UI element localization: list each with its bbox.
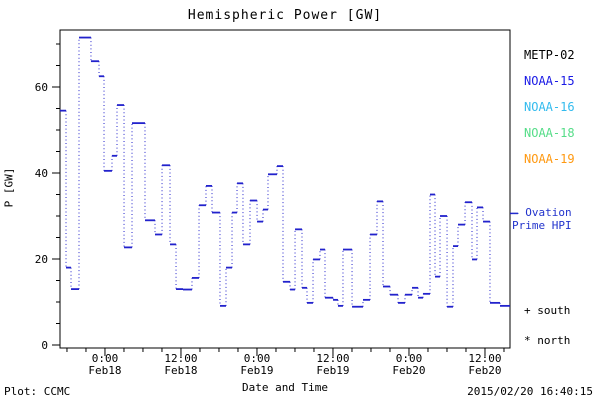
plus-marker-icon: + bbox=[524, 304, 531, 317]
legend-item-metp02: METP-02 bbox=[524, 48, 575, 62]
x-tick-date-label: Feb19 bbox=[316, 364, 349, 377]
x-tick-time-label: 0:00 bbox=[92, 352, 119, 365]
x-tick-date-label: Feb20 bbox=[392, 364, 425, 377]
asterisk-marker-icon: * bbox=[524, 334, 531, 347]
legend-item-noaa16: NOAA-16 bbox=[524, 100, 575, 114]
y-tick-label: 60 bbox=[35, 81, 48, 94]
y-tick-label: 20 bbox=[35, 253, 48, 266]
legend-item-ovation: – Ovation Prime HPI bbox=[512, 206, 592, 232]
legend-north-label: north bbox=[537, 334, 571, 347]
legend-item-noaa18: NOAA-18 bbox=[524, 126, 575, 140]
legend-item-noaa15: NOAA-15 bbox=[524, 74, 575, 88]
x-tick-date-label: Feb19 bbox=[240, 364, 273, 377]
x-tick-time-label: 0:00 bbox=[244, 352, 271, 365]
satellite-legend: METP-02 NOAA-15 NOAA-16 NOAA-18 NOAA-19 bbox=[524, 42, 575, 172]
page-title: Hemispheric Power [GW] bbox=[187, 8, 383, 23]
x-tick-time-label: 12:00 bbox=[316, 352, 349, 365]
plot-timestamp: 2015/02/20 16:40:15 bbox=[467, 385, 593, 398]
x-tick-date-label: Feb18 bbox=[164, 364, 197, 377]
x-tick-date-label: Feb20 bbox=[468, 364, 501, 377]
line-sample-icon: – bbox=[512, 206, 519, 219]
y-tick-label: 40 bbox=[35, 167, 48, 180]
y-tick-label: 0 bbox=[41, 339, 48, 352]
axis-box bbox=[59, 29, 511, 349]
legend-item-south: + south bbox=[524, 304, 570, 317]
y-axis-label: P [GW] bbox=[2, 167, 16, 208]
x-tick-time-label: 12:00 bbox=[468, 352, 501, 365]
x-axis-label: Date and Time bbox=[241, 381, 329, 394]
x-tick-time-label: 0:00 bbox=[396, 352, 423, 365]
x-tick-time-label: 12:00 bbox=[164, 352, 197, 365]
legend-south-label: south bbox=[537, 304, 571, 317]
legend-ovation-label: Ovation Prime HPI bbox=[512, 206, 572, 232]
legend-item-north: * north bbox=[524, 334, 570, 347]
x-tick-date-label: Feb18 bbox=[88, 364, 121, 377]
plot-credit: Plot: CCMC bbox=[4, 385, 71, 398]
legend-item-noaa19: NOAA-19 bbox=[524, 152, 575, 166]
hpi-step-series bbox=[60, 36, 510, 308]
